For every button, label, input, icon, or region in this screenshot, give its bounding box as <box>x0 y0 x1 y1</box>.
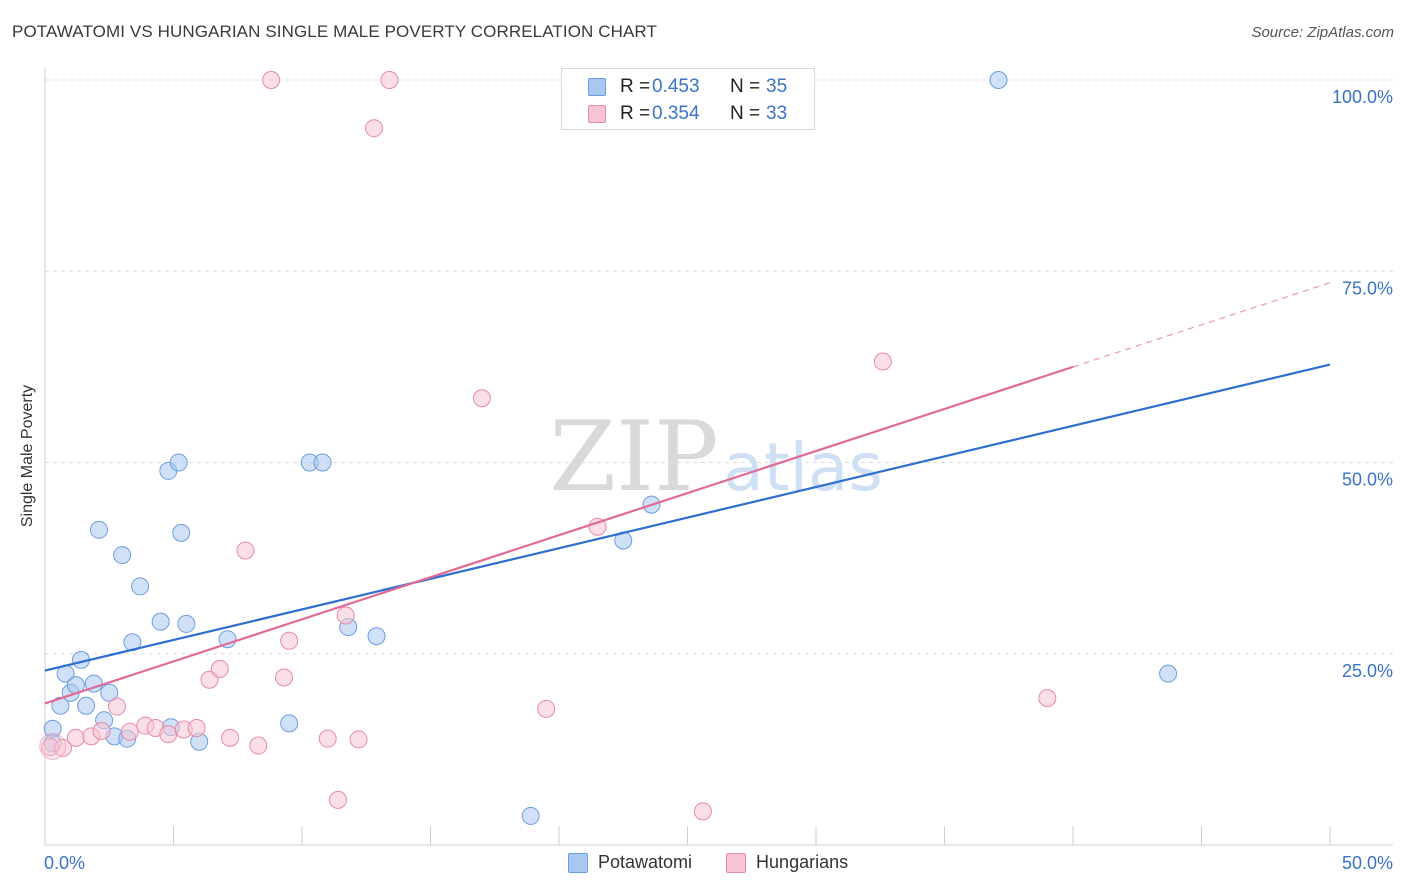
data-point <box>313 453 332 472</box>
n-value: 33 <box>766 103 788 124</box>
data-point <box>92 722 111 741</box>
data-point <box>364 119 383 138</box>
data-point <box>349 730 368 749</box>
legend-item-potawatomi[interactable]: Potawatomi <box>568 852 692 873</box>
legend-label: Hungarians <box>756 852 849 872</box>
potawatomi-legend-swatch <box>568 852 588 873</box>
data-point <box>100 683 119 702</box>
axes <box>44 68 1393 846</box>
data-point <box>210 660 229 679</box>
r-value: 0.354 <box>652 103 700 124</box>
data-point <box>131 577 150 596</box>
y-tick-label: 25.0% <box>1342 661 1393 681</box>
watermark: ZIP atlas <box>549 401 882 513</box>
data-point <box>367 627 386 646</box>
data-point <box>159 725 178 744</box>
data-point <box>66 728 85 747</box>
x-tick-label: 50.0% <box>1342 853 1393 873</box>
trend-lines <box>44 282 1331 705</box>
data-point <box>873 352 892 371</box>
y-tick-label: 50.0% <box>1342 470 1393 490</box>
data-point <box>328 790 347 809</box>
y-tick-label: 100.0% <box>1332 87 1393 107</box>
data-point <box>249 736 268 755</box>
data-point <box>177 614 196 633</box>
data-point <box>77 696 96 715</box>
trend-line <box>44 365 1074 705</box>
data-point <box>107 697 126 716</box>
x-tick-label: 0.0% <box>44 853 85 873</box>
data-point <box>221 728 240 747</box>
data-point <box>120 722 139 741</box>
data-point <box>187 718 206 737</box>
data-points <box>39 71 1178 825</box>
n-label: N = <box>730 76 761 97</box>
hungarians-legend-swatch <box>726 852 747 873</box>
legend-stats: R = 0.453 N = 35 R = 0.354 N = 33 <box>561 68 815 130</box>
data-point <box>537 699 556 718</box>
data-point <box>280 714 299 733</box>
n-label: N = <box>730 103 761 124</box>
legend-row-hungarians: R = 0.354 N = 33 <box>588 102 787 126</box>
potawatomi-swatch <box>588 78 606 96</box>
data-point <box>588 517 607 536</box>
data-point <box>113 546 132 565</box>
data-point <box>89 520 108 539</box>
y-tick-label: 75.0% <box>1342 278 1393 298</box>
data-point <box>169 453 188 472</box>
chart-title: POTAWATOMI VS HUNGARIAN SINGLE MALE POVE… <box>12 22 657 41</box>
legend-series: Potawatomi Hungarians <box>568 852 882 873</box>
data-point <box>521 806 540 825</box>
r-label: R = <box>620 76 651 97</box>
data-point <box>280 631 299 650</box>
data-point <box>336 606 355 625</box>
trend-line <box>44 363 1331 672</box>
legend-item-hungarians[interactable]: Hungarians <box>726 852 848 873</box>
legend-row-potawatomi: R = 0.453 N = 35 <box>588 75 787 99</box>
legend-label: Potawatomi <box>598 852 693 872</box>
r-value: 0.453 <box>652 76 700 97</box>
data-point <box>172 523 191 542</box>
trend-line-extension <box>1072 282 1331 368</box>
r-label: R = <box>620 103 651 124</box>
data-point <box>236 541 255 560</box>
data-point <box>1159 664 1178 683</box>
data-point <box>1038 689 1057 708</box>
data-point <box>53 738 72 757</box>
hungarians-swatch <box>588 105 606 123</box>
data-point <box>989 71 1008 89</box>
data-point <box>275 668 294 687</box>
grid-lines <box>45 79 1393 655</box>
data-point <box>318 729 337 748</box>
source-label: Source: ZipAtlas.com <box>1251 24 1394 41</box>
data-point <box>693 802 712 821</box>
tick-labels: 25.0% 50.0% 75.0% 100.0% 0.0% 50.0% <box>44 87 1393 873</box>
data-point <box>472 389 491 408</box>
data-point <box>262 71 281 89</box>
watermark-atlas: atlas <box>723 429 883 506</box>
data-point <box>380 71 399 89</box>
data-point <box>39 732 67 760</box>
n-value: 35 <box>766 76 788 97</box>
data-point <box>151 612 170 631</box>
watermark-zip: ZIP <box>549 401 718 513</box>
